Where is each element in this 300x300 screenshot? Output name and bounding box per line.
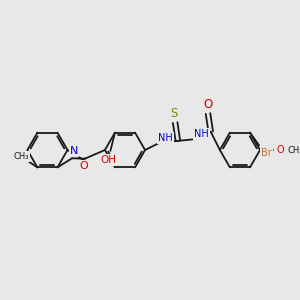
Text: NH: NH	[194, 130, 209, 140]
Text: O: O	[276, 145, 284, 155]
Text: CH₃: CH₃	[13, 152, 29, 161]
Text: NH: NH	[158, 133, 172, 143]
Text: Br: Br	[261, 148, 272, 158]
Text: N: N	[70, 146, 78, 156]
Text: OH: OH	[100, 155, 117, 165]
Text: S: S	[171, 107, 178, 120]
Text: O: O	[80, 161, 88, 171]
Text: O: O	[203, 98, 213, 111]
Text: CH₃: CH₃	[287, 146, 300, 154]
